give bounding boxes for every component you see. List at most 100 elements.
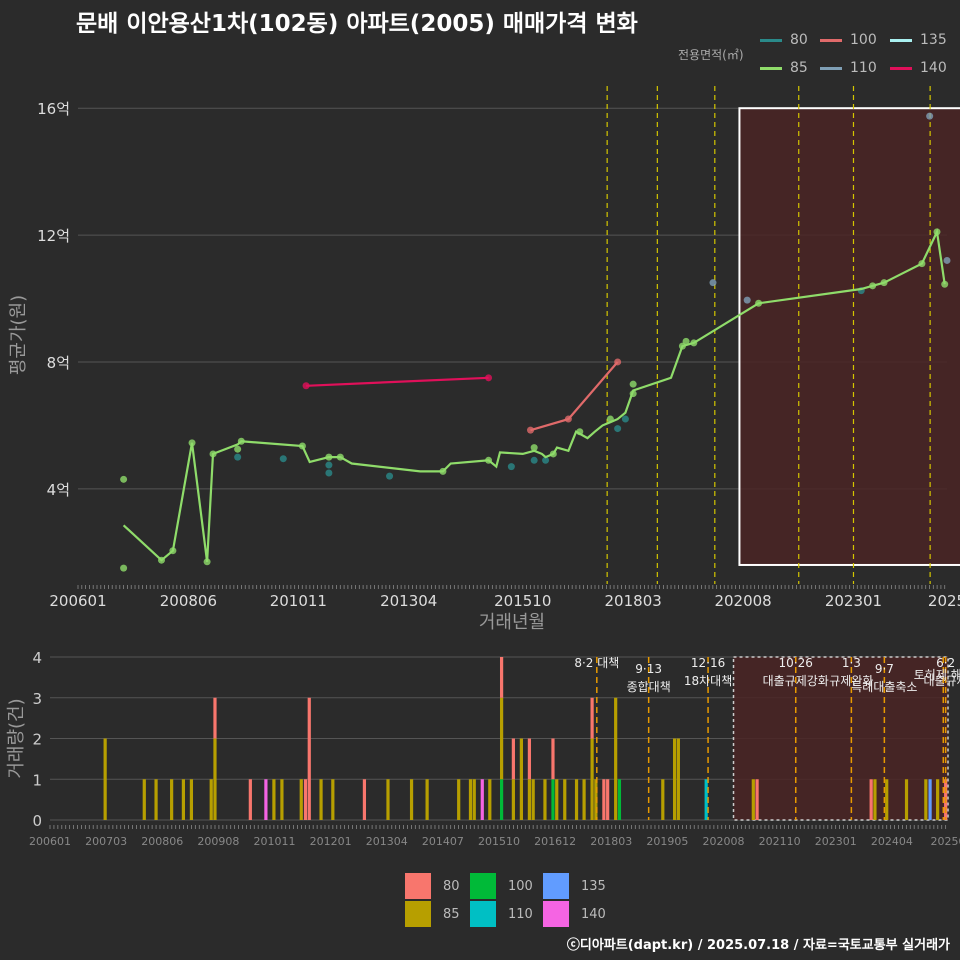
x-tick-label: 201304 [380, 592, 437, 610]
vol-legend-swatch [405, 901, 431, 927]
vol-x-tick-label: 201612 [534, 835, 576, 848]
volume-chart: 0 1 2 3 4 8·2 대책 9·13 종합대책 12·16 18차대책 10·26 대출규제강화… [6, 649, 960, 848]
x-tick-label: 202301 [825, 592, 882, 610]
data-point [682, 337, 690, 345]
vol-bar [527, 779, 532, 820]
data-point [234, 445, 242, 453]
legend-label: 85 [790, 60, 808, 76]
data-point [943, 256, 951, 264]
data-point [302, 382, 310, 390]
series-line-140 [306, 376, 489, 387]
vol-legend-label: 110 [508, 906, 533, 922]
data-point [621, 415, 629, 423]
policy-label: 9·7 [875, 662, 894, 676]
vol-bar [511, 779, 515, 820]
vol-bar [170, 779, 174, 820]
legend-swatch [760, 66, 782, 70]
legend-swatch [820, 66, 842, 70]
vol-bar [499, 657, 504, 698]
data-point [629, 380, 637, 388]
series-line-85 [122, 228, 946, 562]
data-point [530, 444, 538, 452]
vol-bar [551, 738, 555, 780]
vol-x-tick-label: 202110 [759, 835, 801, 848]
policy-label: 8·2 대책 [574, 655, 619, 670]
data-point [941, 280, 949, 288]
vol-bar [181, 779, 186, 820]
y-tick-label: 4억 [47, 481, 70, 499]
vol-bar [103, 738, 107, 820]
x-tick-label: 2025 [928, 592, 960, 610]
price-chart: 4억 8억 12억 16억 200601 200806 201011 201304 201510… [8, 86, 960, 633]
vol-bar [594, 779, 598, 820]
vol-x-tick-label: 201304 [366, 835, 408, 848]
vol-legend-label: 85 [443, 906, 460, 922]
vol-legend-item-140: 140 [543, 901, 606, 927]
vol-x-tick-label: 202301 [815, 835, 857, 848]
legend-swatch [760, 38, 782, 42]
vol-bar [499, 697, 504, 780]
vol-y-tick-label: 2 [32, 731, 42, 749]
vol-x-tick-label: 20250 [931, 835, 960, 848]
size-legend: 전용면적(㎡) 80 100 135 85 110 140 [672, 30, 957, 80]
vol-bar [272, 779, 276, 820]
vol-bar [543, 779, 547, 820]
vol-bar [574, 779, 579, 820]
data-point [542, 456, 550, 464]
data-point [530, 456, 538, 464]
legend-label: 80 [790, 32, 808, 48]
vol-bar [904, 779, 909, 820]
x-tick-label: 201011 [270, 592, 327, 610]
vol-bar [189, 779, 194, 820]
vol-x-tick-label: 200908 [197, 835, 239, 848]
vol-bar [606, 779, 610, 820]
vol-bar [555, 779, 559, 820]
policy-label: 12·16 [691, 656, 725, 670]
vol-legend-label: 140 [581, 906, 606, 922]
vol-bar [386, 779, 390, 820]
data-point [709, 279, 717, 287]
legend-item-100: 100 [820, 32, 877, 48]
legend-label: 110 [850, 60, 877, 76]
vol-bar [563, 779, 567, 820]
legend-swatch [890, 66, 912, 70]
footer-credit: ⓒ디아파트(dapt.kr) / 2025.07.18 / 자료=국토교통부 실… [566, 938, 950, 953]
vol-bar [511, 738, 515, 780]
vol-x-tick-label: 201905 [646, 835, 688, 848]
data-point [120, 475, 128, 483]
vol-bar [142, 779, 146, 820]
vol-bar [154, 779, 158, 820]
vol-bar [672, 738, 677, 820]
data-point [325, 461, 333, 469]
vol-legend-item-80: 80 [405, 873, 460, 899]
legend-label: 100 [850, 32, 877, 48]
vol-bar [331, 779, 335, 820]
data-point [279, 455, 287, 463]
vol-bar [499, 779, 504, 820]
legend-swatch [820, 38, 842, 42]
vol-legend-swatch [470, 901, 496, 927]
vol-bar [488, 779, 492, 820]
vol-bar [362, 779, 367, 820]
vol-bar [468, 779, 473, 820]
legend-item-135: 135 [890, 32, 947, 48]
vol-legend-swatch [405, 873, 431, 899]
vol-legend-label: 100 [508, 878, 533, 894]
legend-item-140: 140 [890, 60, 947, 76]
legend-label: 140 [920, 60, 947, 76]
vol-bar [519, 738, 523, 820]
data-point [325, 469, 333, 477]
vol-bar [936, 779, 940, 820]
vol-legend-swatch [543, 901, 569, 927]
x-tick-label: 200806 [160, 592, 217, 610]
data-point [120, 564, 128, 572]
vol-bar [213, 697, 217, 739]
vol-bar [590, 697, 594, 739]
vol-bar [248, 779, 252, 820]
legend-item-110: 110 [820, 60, 877, 76]
policy-label: 규제완화 [829, 674, 873, 688]
vol-bar [617, 779, 622, 820]
x-tick-label: 202008 [714, 592, 771, 610]
vol-bar [480, 779, 484, 820]
vol-x-tick-label: 202404 [871, 835, 913, 848]
